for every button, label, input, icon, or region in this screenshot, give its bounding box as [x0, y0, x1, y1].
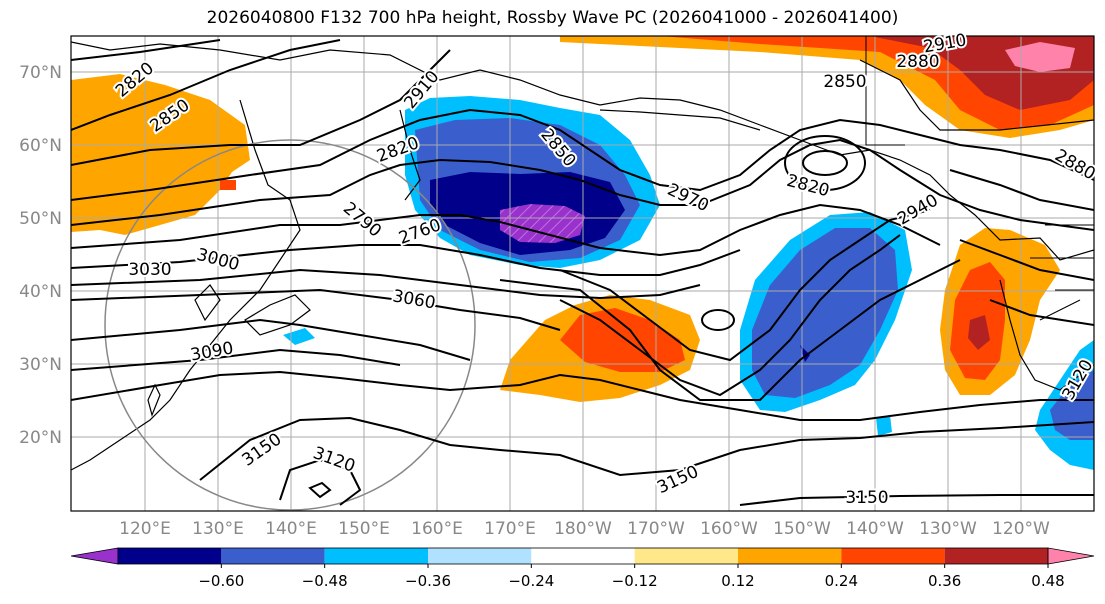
colorbar-tick-label: −0.24: [508, 572, 554, 590]
lon-label-150w: 150°W: [773, 519, 831, 539]
colorbar-segment: [738, 548, 842, 564]
colorbar-segment: [944, 548, 1048, 564]
colorbar-tick-label: 0.24: [825, 572, 858, 590]
lon-label-130w: 130°W: [919, 519, 977, 539]
lon-label-170w: 170°W: [627, 519, 685, 539]
colorbar-tick-label: −0.12: [612, 572, 658, 590]
colorbar-arrow-low: [70, 547, 119, 565]
contour-label: 3150: [845, 488, 888, 508]
latitude-labels: 70°N 60°N 50°N 40°N 30°N 20°N: [19, 63, 62, 448]
colorbar-segment: [634, 548, 738, 564]
lat-label-50: 50°N: [19, 209, 62, 229]
lon-label-120e: 120°E: [119, 519, 171, 539]
colorbar-tick-label: 0.36: [928, 572, 961, 590]
colorbar-tick-label: −0.36: [405, 572, 451, 590]
colorbar-segment: [841, 548, 945, 564]
lon-label-130e: 130°E: [192, 519, 244, 539]
lat-label-70: 70°N: [19, 63, 62, 83]
colorbar-tick-label: 0.12: [721, 572, 754, 590]
anomaly-shading: [71, 36, 1094, 470]
lon-label-140w: 140°W: [846, 519, 904, 539]
lat-label-20: 20°N: [19, 428, 62, 448]
longitude-labels: 120°E 130°E 140°E 150°E 160°E 170°E 180°…: [119, 519, 1050, 539]
colorbar-tick-label: −0.48: [302, 572, 348, 590]
lon-label-160w: 160°W: [700, 519, 758, 539]
colorbar-frame: [117, 547, 1049, 565]
lat-label-60: 60°N: [19, 136, 62, 156]
lon-label-170e: 170°E: [484, 519, 536, 539]
colorbar-tick-label: 0.48: [1031, 572, 1064, 590]
reference-circle: [104, 139, 476, 511]
boundary-lines: [865, 36, 1094, 321]
colorbar-segment: [428, 548, 532, 564]
map-title: 2026040800 F132 700 hPa height, Rossby W…: [206, 8, 899, 28]
colorbar-segment: [118, 548, 222, 564]
colorbar-arrow-high: [1047, 547, 1095, 565]
colorbar-segment: [324, 548, 428, 564]
lon-label-120w: 120°W: [992, 519, 1050, 539]
lat-label-30: 30°N: [19, 355, 62, 375]
lon-label-160e: 160°E: [411, 519, 463, 539]
colorbar: −0.60 −0.48 −0.36 −0.24 −0.12 0.12 0.24 0.36 0.4…: [70, 547, 1095, 590]
contour-label: 3030: [128, 260, 171, 280]
coastlines: [71, 41, 1094, 471]
colorbar-segment: [531, 548, 635, 564]
map-frame: [70, 35, 1095, 512]
map-area: [71, 36, 1094, 511]
colorbar-segment: [221, 548, 325, 564]
height-contours: [71, 39, 1094, 506]
lon-label-180w: 180°W: [554, 519, 612, 539]
lat-label-40: 40°N: [19, 282, 62, 302]
colorbar-tick-label: −0.60: [198, 572, 244, 590]
lon-label-140e: 140°E: [265, 519, 317, 539]
contour-label: 2850: [823, 72, 866, 92]
contour-label: 2880: [896, 52, 939, 72]
lon-label-150e: 150°E: [338, 519, 390, 539]
